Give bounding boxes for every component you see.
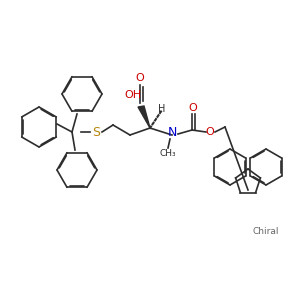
Text: H: H [158, 104, 166, 114]
Text: CH₃: CH₃ [160, 149, 176, 158]
Text: S: S [92, 125, 100, 139]
Text: N: N [167, 125, 177, 139]
Polygon shape [138, 106, 150, 128]
Text: O: O [189, 103, 197, 113]
Text: OH: OH [124, 90, 142, 100]
Text: O: O [206, 127, 214, 137]
Text: O: O [136, 73, 144, 83]
Text: Chiral: Chiral [253, 226, 279, 236]
